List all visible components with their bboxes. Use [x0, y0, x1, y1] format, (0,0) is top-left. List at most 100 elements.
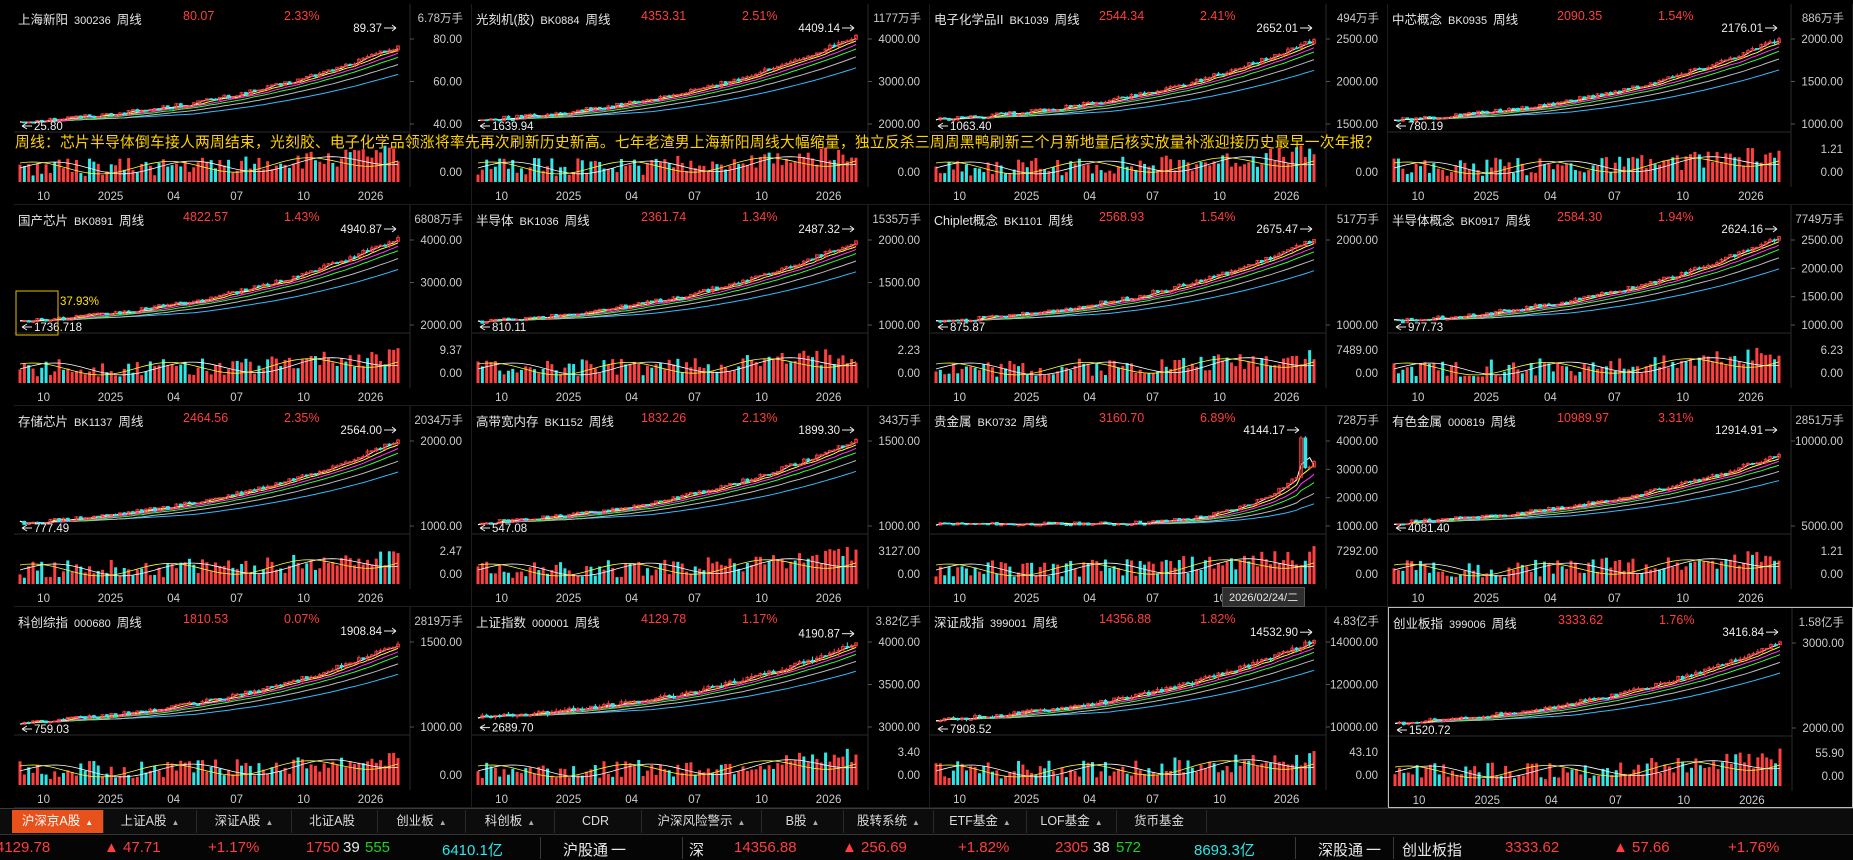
candle	[1679, 271, 1684, 278]
candle	[291, 275, 296, 281]
candle	[977, 522, 982, 525]
volume-bar	[498, 564, 502, 584]
candle	[719, 685, 724, 688]
candle	[61, 718, 66, 721]
candle	[1729, 659, 1734, 664]
y-tick-label: 1500.00	[420, 637, 462, 649]
volume-bar	[793, 161, 797, 182]
tab-market[interactable]: ETF基金 ▲	[934, 810, 1027, 833]
volume-bar	[144, 161, 148, 182]
chart-panel[interactable]: 2000.00 1500.00 1000.00 1.21 0.00 10 2025 04 07 1…	[1388, 4, 1853, 205]
tab-market[interactable]: 沪深风险警示 ▲	[642, 810, 762, 833]
volume-bar	[1401, 168, 1405, 182]
hgt-label[interactable]: 沪股通	[563, 842, 609, 859]
candle	[1112, 98, 1117, 101]
y-tick-label: 2000.00	[878, 235, 920, 247]
vol-tick-label: 2.47	[440, 546, 462, 558]
chart-panel[interactable]: 2500.00 2000.00 1500.00 0.00 10 2025 04 07 10 202…	[930, 4, 1388, 205]
tab-market[interactable]: 上证A股 ▲	[104, 810, 197, 833]
tab-market[interactable]: 创业板 ▲	[378, 810, 466, 833]
tab-market[interactable]: B股 ▲	[762, 810, 844, 833]
kline-chart[interactable]: 4000.003000.002000.001000.007292.000.001…	[930, 406, 1388, 607]
volume-bar	[1521, 775, 1525, 786]
chart-panel[interactable]: 4000.00 3000.00 2000.00 0.00 10 2025 04 07 10 202…	[472, 4, 930, 205]
chart-panel[interactable]: 14000.00 12000.00 10000.00 43.10 0.00 10 2025 0…	[930, 607, 1388, 808]
candle	[222, 698, 227, 701]
chart-panel[interactable]: 2500.00 2000.00 1500.00 1000.00 6.23 0.00 10 20…	[1388, 205, 1853, 406]
candle	[22, 721, 27, 725]
candle	[1229, 69, 1234, 74]
candle	[230, 494, 235, 497]
chart-panel[interactable]: 10000.00 5000.00 1.21 0.00 10 2025 04 07 10 2026 1…	[1388, 406, 1853, 607]
tab-market[interactable]: 科创板 ▲	[466, 810, 555, 833]
volume-bar	[257, 763, 261, 785]
chart-panel[interactable]: 3000.00 2000.00 55.90 0.00 10 2025 04 07 10 2026 3…	[1388, 607, 1853, 808]
ma-line-ma30	[935, 51, 1315, 121]
chart-panel[interactable]: 2000.00 1000.00 7489.00 0.00 10 2025 04 07 10 202…	[930, 205, 1388, 406]
sz-amount: 8693.3亿	[1194, 842, 1255, 859]
chart-panel[interactable]: 80.00 60.00 40.00 0.00 10 2025 04 07 10 2026 89.37…	[14, 4, 472, 205]
candle	[1498, 108, 1503, 113]
chart-panel[interactable]: 4000.00 3500.00 3000.00 3.40 0.00 10 2025 04 07 1…	[472, 607, 930, 808]
chart-panel[interactable]: 1500.00 1000.00 3127.00 0.00 10 2025 04 07 10 202…	[472, 406, 930, 607]
volume-bar	[1675, 155, 1679, 182]
volume-bar	[1112, 566, 1116, 584]
volume-bar	[1565, 366, 1569, 383]
volume-bar	[1260, 763, 1264, 785]
volume-bar	[1295, 355, 1299, 383]
y-tick-label: 1000.00	[420, 521, 462, 533]
volume-bar	[1613, 561, 1617, 584]
chart-panel[interactable]: 2000.00 1500.00 1000.00 2.23 0.00 10 2025 04 07 1…	[472, 205, 930, 406]
volume-bar	[1060, 366, 1064, 383]
tab-market[interactable]: 股转系统 ▲	[844, 810, 934, 833]
candle	[671, 94, 676, 97]
candle	[845, 646, 850, 648]
candle	[1551, 304, 1556, 307]
candle	[1160, 688, 1164, 692]
candle	[754, 73, 758, 77]
tab-market[interactable]: CDR	[555, 810, 642, 833]
candle	[841, 646, 845, 651]
candle	[1142, 691, 1147, 694]
tab-market[interactable]: 沪深京A股 ▲	[12, 810, 104, 833]
candle	[1560, 506, 1565, 509]
tab-market[interactable]: 北证A股	[292, 810, 378, 833]
candle	[1068, 307, 1073, 311]
candle	[1697, 479, 1702, 482]
candle	[1259, 498, 1264, 500]
volume-bar	[1578, 371, 1582, 383]
tab-market[interactable]: 深证A股 ▲	[197, 810, 292, 833]
tab-market[interactable]: 货币基金	[1117, 810, 1207, 833]
volume-bar	[519, 168, 523, 182]
chart-panel[interactable]: 4000.00 3000.00 2000.00 1000.00 7292.00 0.00 1…	[930, 406, 1388, 607]
volume-bar	[1216, 354, 1220, 383]
chart-panel[interactable]: 2000.00 1000.00 2.47 0.00 10 2025 04 07 10 2026 25…	[14, 406, 472, 607]
candle	[1644, 283, 1649, 286]
candle	[736, 682, 741, 684]
candle	[1177, 283, 1182, 287]
candle	[1471, 516, 1476, 519]
volume-bar	[1600, 158, 1604, 182]
sgt-label[interactable]: 深股通	[1318, 842, 1364, 859]
chart-panel[interactable]: 4000.00 3000.00 2000.00 9.37 0.00 10 2025 04 07 1…	[14, 205, 472, 406]
chart-panel[interactable]: 1500.00 1000.00 0.00 10 2025 04 07 10 2026 1908.8…	[14, 607, 472, 808]
candle	[1133, 94, 1138, 98]
tab-market[interactable]: LOF基金 ▲	[1027, 810, 1117, 833]
candle	[1595, 293, 1600, 298]
volume-bar	[1017, 159, 1021, 182]
